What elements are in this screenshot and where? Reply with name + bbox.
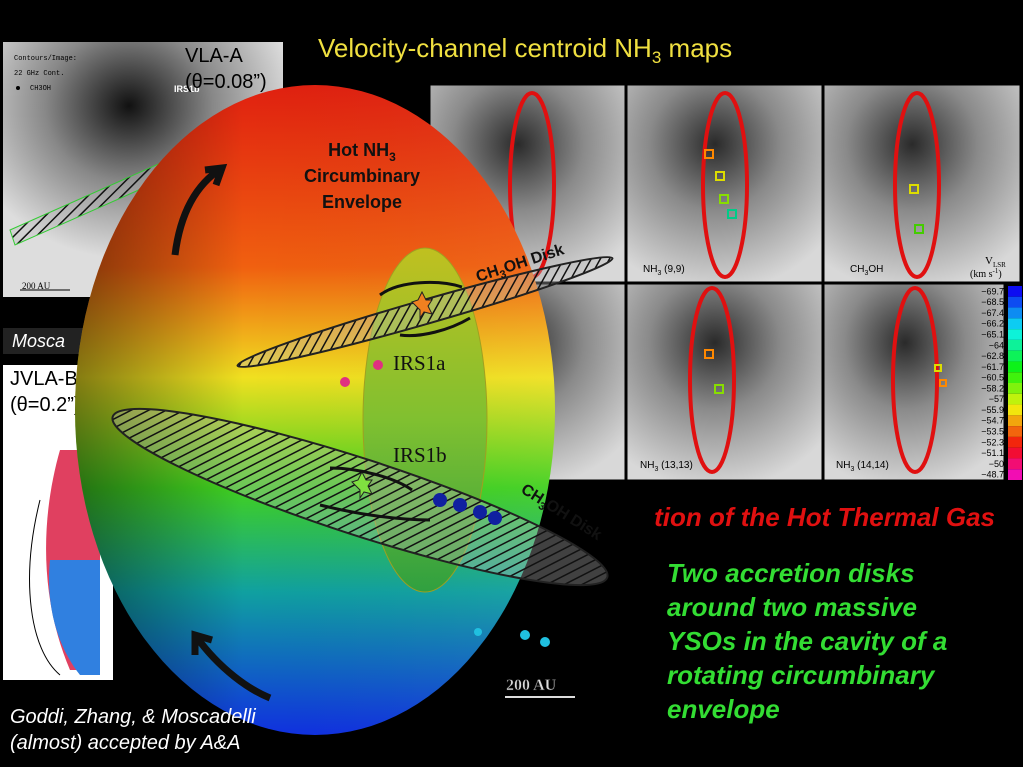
scale-label: 200 AU (22, 281, 51, 291)
panel-label: NH3 (13,13) (640, 460, 693, 473)
colorbar-label: −52.3 (981, 437, 1004, 447)
jvla-b-label: JVLA-B (10, 368, 78, 390)
title: Velocity-channel centroid NH3 maps (318, 33, 732, 67)
arrow (319, 503, 431, 522)
colorbar-label: −55.9 (981, 405, 1004, 415)
colorbar-label: −62.8 (981, 351, 1004, 361)
map-panel (823, 84, 1021, 283)
colorbar-swatch (1008, 339, 1022, 351)
vla-a-label: VLA-A (185, 45, 243, 67)
arrow (399, 316, 471, 338)
scale-label: 200 AU (506, 677, 557, 694)
colorbar-swatch (1008, 296, 1022, 308)
source-label: IRS1a (393, 351, 446, 375)
colorbar-swatch (1008, 307, 1022, 319)
colorbar-swatch (1008, 286, 1022, 297)
colorbar-label: −68.5 (981, 297, 1004, 307)
panel-label: NH3 (9,9) (643, 264, 685, 277)
arrow (191, 630, 272, 702)
arrow (379, 280, 463, 297)
colorbar-label: −54.7 (981, 416, 1004, 426)
colorbar-swatch (1008, 383, 1022, 394)
legend-cont: 22 GHz Cont. (14, 70, 64, 78)
summary-line: YSOs in the cavity of a (667, 626, 947, 656)
envelope-label: Hot NH3 (328, 140, 396, 164)
citation: (almost) accepted by A&A (10, 732, 240, 754)
star (351, 470, 373, 500)
colorbar-swatch (1008, 350, 1022, 362)
torus: Hot NH3 Circumbinary Envelope CH3OH Disk… (75, 85, 614, 735)
colorbar-swatch (1008, 469, 1022, 480)
colorbar-label: −58.2 (981, 383, 1004, 393)
contour-blob (49, 560, 100, 675)
maser-cluster (340, 360, 383, 387)
arrow (171, 163, 228, 256)
colorbar-label: −67.4 (981, 308, 1004, 318)
colorbar-swatch (1008, 318, 1022, 330)
panel-label: CH3OH (850, 264, 883, 277)
colorbar-swatch (1008, 426, 1022, 437)
colorbar-swatch (1008, 404, 1022, 416)
colorbar-label: −69.7 (981, 286, 1004, 296)
summary-line: rotating circumbinary (667, 660, 936, 690)
summary-line: envelope (667, 694, 780, 724)
summary-line: Two accretion disks (667, 558, 915, 588)
contour-line (29, 499, 61, 676)
colorbar-swatch (1008, 458, 1022, 470)
colorbar-label: −57 (989, 394, 1004, 404)
rotation-ellipse (688, 286, 736, 474)
map-panel (626, 283, 823, 481)
map-panel (626, 84, 823, 283)
envelope-label: Circumbinary (304, 166, 420, 186)
source-label: IRS1b (393, 443, 447, 467)
arrow (329, 466, 413, 492)
heading: tion of the Hot Thermal Gas (654, 502, 995, 532)
vla-a-beam: (θ=0.08”) (185, 71, 267, 93)
colorbar-label: −51.1 (981, 448, 1004, 458)
rotation-ellipse (701, 91, 749, 279)
colorbar-label: −66.2 (981, 319, 1004, 329)
vlsr-unit: (km s-1) (970, 267, 1002, 280)
colorbar: −69.7−68.5−67.4−66.2−65.1−64−62.8−61.7−6… (981, 286, 1022, 480)
colorbar-label: −60.5 (981, 373, 1004, 383)
colorbar-label: −65.1 (981, 330, 1004, 340)
legend-title: Contours/Image: (14, 55, 77, 63)
legend-dot (16, 86, 20, 90)
colorbar-label: −53.5 (981, 427, 1004, 437)
summary: Two accretion disks around two massive Y… (667, 558, 947, 724)
legend-ch3oh: CH3OH (30, 85, 51, 93)
maser-cluster (474, 628, 550, 647)
caption: Mosca (12, 331, 65, 351)
colorbar-swatch (1008, 415, 1022, 427)
vlsr-label: VLSR (985, 255, 1006, 269)
envelope-label: Envelope (322, 192, 402, 212)
colorbar-swatch (1008, 329, 1022, 340)
jvla-b-beam: (θ=0.2”) (10, 394, 81, 416)
colorbar-swatch (1008, 372, 1022, 383)
map-panel (823, 283, 1005, 481)
star (411, 290, 433, 320)
maser-cluster (433, 493, 502, 525)
colorbar-label: −48.7 (981, 470, 1004, 480)
citation: Goddi, Zhang, & Moscadelli (10, 706, 256, 728)
colorbar-swatch (1008, 447, 1022, 459)
colorbar-label: −50 (989, 459, 1004, 469)
rotation-ellipse (891, 286, 939, 474)
colorbar-swatch (1008, 361, 1022, 373)
colorbar-swatch (1008, 393, 1022, 405)
colorbar-label: −64 (989, 340, 1004, 350)
colorbar-swatch (1008, 436, 1022, 448)
source-label: IRS1b (174, 84, 200, 94)
rotation-ellipse (893, 91, 941, 279)
panel-label: NH3 (14,14) (836, 460, 889, 473)
colorbar-label: −61.7 (981, 362, 1004, 372)
maser-spots (704, 149, 947, 394)
summary-line: around two massive (667, 592, 917, 622)
